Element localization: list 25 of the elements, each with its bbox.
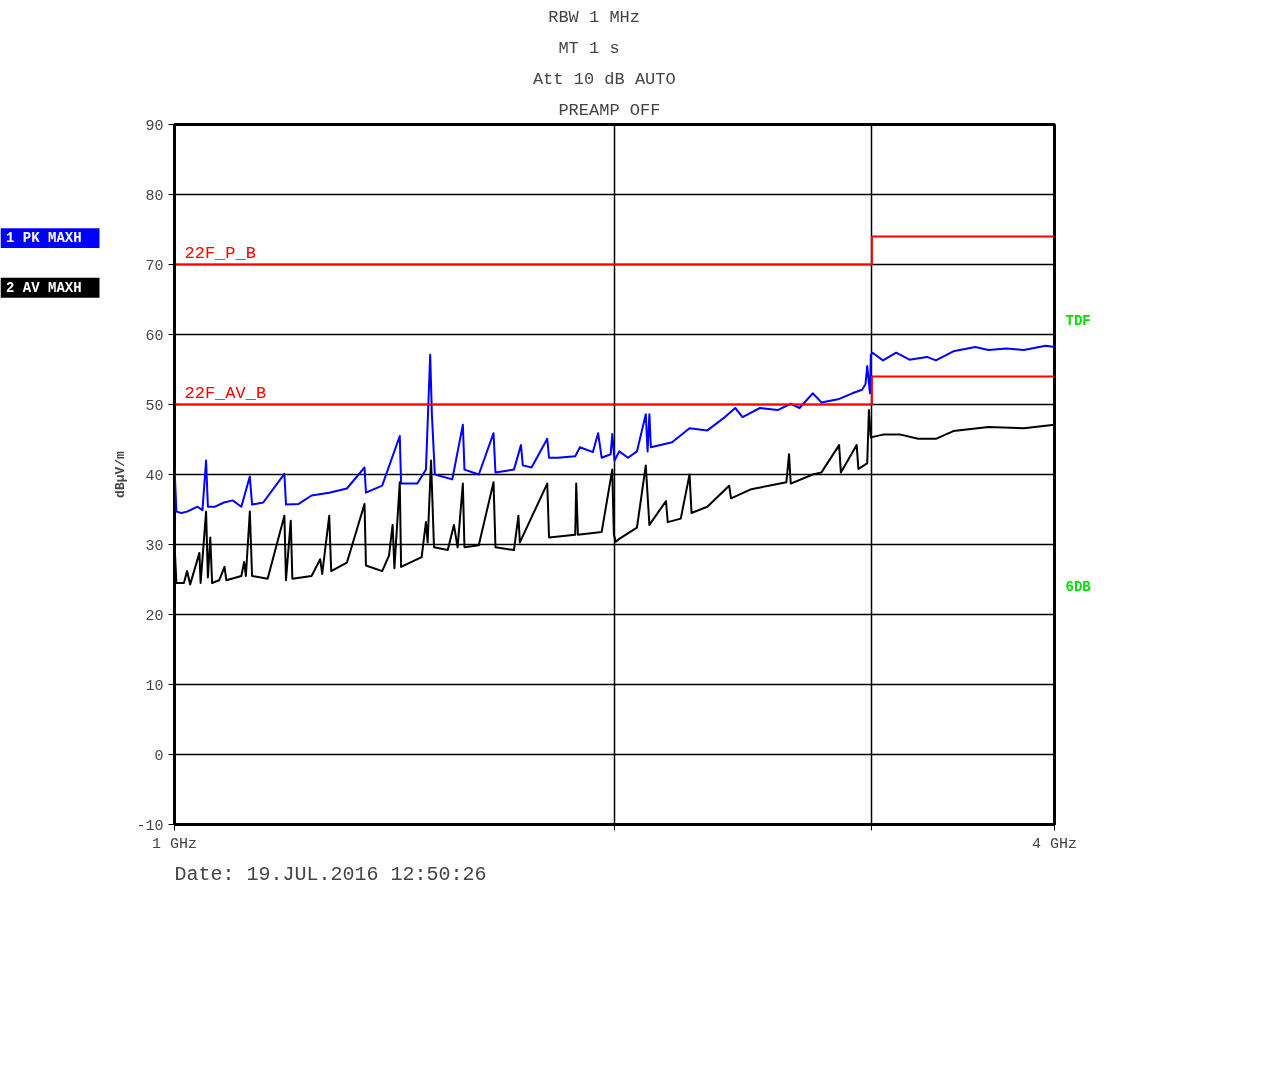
x-tick-label: 4 GHz [1032, 835, 1078, 853]
y-tick-label: 50 [145, 397, 164, 415]
text: 2 AV MAXH [6, 279, 82, 296]
text: Att 10 dB AUTO [532, 69, 676, 89]
text: MT 1 s [558, 38, 620, 58]
y-axis-title: dBµV/m [113, 450, 129, 498]
y-tick-label: 20 [145, 607, 164, 625]
text: 6DB [1065, 578, 1092, 595]
series-label: 22F_P_B [184, 243, 256, 263]
y-tick-label: 70 [145, 257, 164, 275]
y-tick-label: 10 [145, 677, 164, 695]
y-tick-label: 90 [145, 117, 164, 135]
text: TDF [1065, 312, 1091, 329]
y-tick-label: 80 [145, 187, 164, 205]
y-tick-label: 30 [145, 537, 164, 555]
text: RBW 1 MHz [548, 7, 641, 27]
y-tick-label: 0 [154, 747, 164, 765]
text: 1 PK MAXH [6, 230, 82, 247]
y-tick-label: 60 [145, 327, 164, 345]
y-tick-label: 40 [145, 467, 164, 485]
text: Date: 19.JUL.2016 12:50:26 [174, 862, 487, 886]
x-tick-label: 1 GHz [152, 835, 198, 853]
y-tick-label: -10 [136, 817, 164, 835]
text: PREAMP OFF [558, 100, 661, 120]
series-label: 22F_AV_B [184, 383, 267, 403]
